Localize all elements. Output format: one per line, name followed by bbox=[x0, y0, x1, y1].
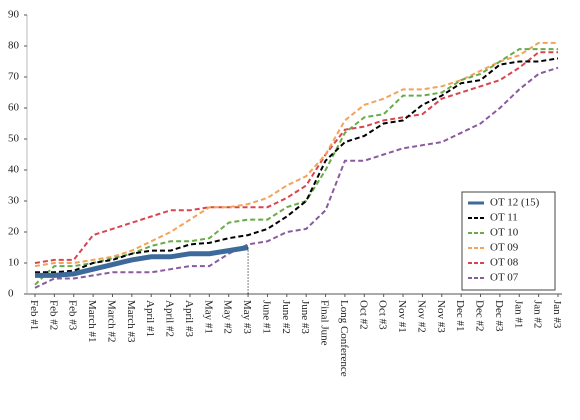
x-tick-label: Jan #3 bbox=[551, 300, 563, 329]
x-tick-label: April #2 bbox=[164, 300, 176, 337]
x-tick-label: Long Conference bbox=[338, 300, 350, 377]
x-tick-label: March #1 bbox=[86, 300, 98, 342]
y-tick-label: 70 bbox=[8, 71, 20, 83]
y-tick-label: 50 bbox=[8, 133, 20, 145]
y-tick-label: 40 bbox=[8, 164, 20, 176]
y-tick-label: 90 bbox=[8, 9, 20, 21]
series-line bbox=[34, 51, 558, 264]
x-tick-label: May #1 bbox=[202, 300, 214, 334]
x-tick-label: Dec #2 bbox=[474, 300, 486, 331]
legend-label: OT 11 bbox=[490, 212, 518, 224]
x-tick-label: April #1 bbox=[144, 300, 156, 337]
x-tick-label: June #2 bbox=[280, 300, 292, 334]
x-tick-label: March #2 bbox=[105, 300, 117, 342]
y-tick-label: 80 bbox=[8, 40, 20, 52]
x-tick-label: Oct #2 bbox=[357, 300, 369, 330]
legend-box bbox=[461, 191, 556, 291]
series-line bbox=[34, 41, 558, 268]
x-tick-label: June #1 bbox=[260, 300, 272, 334]
x-tick-label: Oct #3 bbox=[377, 300, 389, 330]
x-tick-label: March #3 bbox=[125, 300, 137, 343]
x-tick-label: Nov #1 bbox=[396, 300, 408, 333]
series-line bbox=[35, 245, 249, 278]
y-tick-label: 60 bbox=[8, 102, 20, 114]
legend-label: OT 07 bbox=[490, 272, 519, 284]
x-tick-label: April #3 bbox=[183, 300, 195, 337]
series-line bbox=[35, 57, 559, 274]
x-tick-label: May #2 bbox=[222, 300, 234, 334]
y-tick-label: 10 bbox=[8, 257, 20, 269]
x-tick-label: May #3 bbox=[241, 300, 253, 334]
x-tick-label: June #3 bbox=[299, 300, 311, 334]
x-tick-label: Jan #1 bbox=[512, 300, 524, 328]
x-tick-label: Dec #3 bbox=[493, 300, 505, 332]
x-tick-label: Nov #3 bbox=[435, 300, 447, 333]
y-tick-label: 0 bbox=[8, 288, 14, 300]
legend-label: OT 08 bbox=[490, 257, 519, 269]
x-tick-label: Feb #1 bbox=[28, 300, 40, 330]
legend-label: OT 10 bbox=[490, 227, 519, 239]
y-tick-label: 20 bbox=[8, 226, 20, 238]
x-tick-label: Feb #2 bbox=[47, 300, 59, 330]
series-line bbox=[34, 66, 559, 289]
legend: OT 12 (15) OT 11 OT 10 OT 09 OT 08 OT 07 bbox=[461, 191, 556, 291]
series-line bbox=[34, 48, 558, 286]
x-tick-label: Feb #3 bbox=[67, 300, 79, 331]
legend-label: OT 09 bbox=[490, 242, 519, 254]
x-tick-label: Dec #1 bbox=[454, 300, 466, 331]
y-tick-label: 30 bbox=[8, 195, 20, 207]
x-tick-label: Final June bbox=[319, 300, 331, 346]
x-tick-label: Nov #2 bbox=[415, 300, 427, 333]
legend-label: OT 12 (15) bbox=[490, 197, 540, 209]
x-tick-label: Jan #2 bbox=[532, 300, 544, 328]
